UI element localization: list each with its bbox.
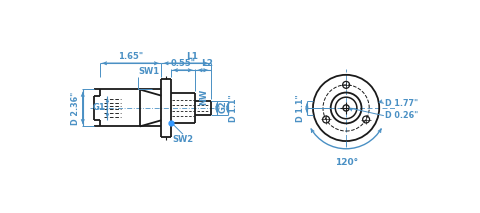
Text: D 1.1": D 1.1" [296, 94, 305, 122]
Text: NW: NW [199, 89, 208, 105]
Text: 0.55": 0.55" [170, 59, 195, 68]
Text: L1: L1 [186, 52, 198, 61]
Text: 1.65": 1.65" [118, 52, 143, 61]
Text: L2: L2 [202, 59, 214, 68]
Text: SW1: SW1 [138, 67, 159, 76]
Text: G2: G2 [218, 100, 227, 113]
Text: D 1.1": D 1.1" [229, 94, 238, 122]
Text: D 0.26": D 0.26" [385, 111, 419, 120]
Text: D 2.36": D 2.36" [72, 91, 81, 125]
Text: G1: G1 [92, 104, 105, 112]
Text: D 1.77": D 1.77" [385, 99, 419, 108]
Text: SW2: SW2 [172, 135, 193, 144]
Text: 120°: 120° [335, 158, 358, 167]
